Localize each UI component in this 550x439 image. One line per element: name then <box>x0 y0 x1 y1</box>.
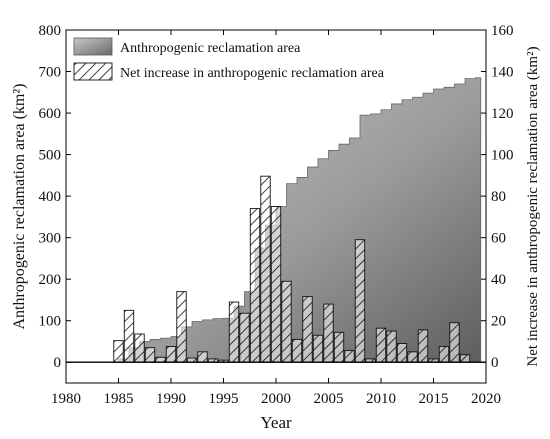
y-left-tick-label: 800 <box>39 23 62 39</box>
area-layer <box>108 77 482 363</box>
y-right-tick-label: 60 <box>491 231 506 247</box>
net-increase-bar <box>302 296 313 363</box>
net-increase-bar <box>197 351 208 363</box>
net-increase-bar <box>239 312 250 363</box>
net-increase-bar <box>333 331 345 363</box>
net-increase-bar <box>134 333 145 363</box>
y-right-tick-label: 160 <box>491 23 514 39</box>
net-increase-bar <box>165 346 177 363</box>
y-right-tick-label: 80 <box>491 189 506 205</box>
x-tick-label: 2000 <box>261 391 291 407</box>
axis-layer: 1980 1985 1990 1995 2000 2005 2010 2015 20200100… <box>11 23 541 432</box>
net-increase-bar <box>354 239 366 363</box>
net-increase-bar <box>417 329 429 363</box>
y-left-tick-label: 0 <box>54 355 62 371</box>
bar-layer <box>113 175 471 363</box>
reclamation-area-series <box>108 77 482 363</box>
net-increase-bar <box>144 347 156 363</box>
y-right-tick-label: 140 <box>491 65 514 81</box>
net-increase-bar <box>228 301 240 363</box>
net-increase-bar <box>155 356 166 363</box>
y-left-tick-label: 600 <box>39 106 62 122</box>
net-increase-bar <box>113 340 124 363</box>
net-increase-bar <box>449 322 460 363</box>
legend-area-label: Anthropogenic reclamation area <box>120 41 301 56</box>
y-right-tick-label: 100 <box>491 148 514 164</box>
net-increase-bar <box>323 303 334 363</box>
net-increase-bar <box>249 208 261 363</box>
legend-bar-swatch <box>73 62 113 81</box>
x-tick-label: 2010 <box>366 391 396 407</box>
y-right-tick-label: 20 <box>491 314 506 330</box>
y-right-tick-label: 0 <box>491 355 499 371</box>
x-axis-title: Year <box>260 413 292 432</box>
net-increase-bar <box>270 206 282 363</box>
net-increase-bar <box>386 330 397 363</box>
y-left-tick-label: 700 <box>39 65 62 81</box>
y-left-tick-label: 200 <box>39 272 62 288</box>
x-tick-label: 1995 <box>209 391 239 407</box>
y-left-tick-label: 300 <box>39 231 62 247</box>
net-increase-bar <box>176 291 187 363</box>
net-increase-bar <box>396 343 408 363</box>
net-increase-bar <box>123 309 135 363</box>
y-right-axis-title: Net increase in anthropogenic reclamatio… <box>525 46 541 366</box>
y-left-tick-label: 500 <box>39 148 62 164</box>
net-increase-bar <box>260 175 271 363</box>
net-increase-bar <box>438 346 450 363</box>
y-right-tick-label: 120 <box>491 106 514 122</box>
y-right-tick-label: 40 <box>491 272 506 288</box>
legend-bar-label: Net increase in anthropogenic reclamatio… <box>120 66 385 81</box>
net-increase-bar <box>312 334 324 363</box>
x-tick-label: 1980 <box>51 391 81 407</box>
x-tick-label: 1985 <box>104 391 134 407</box>
net-increase-bar <box>407 351 418 363</box>
x-tick-label: 2020 <box>471 391 501 407</box>
legend-area-swatch <box>73 37 113 56</box>
y-left-tick-label: 100 <box>39 314 62 330</box>
net-increase-bar <box>281 280 292 363</box>
y-left-tick-label: 400 <box>39 189 62 205</box>
legend: Anthropogenic reclamation area Net increa… <box>73 37 385 81</box>
x-tick-label: 1990 <box>156 391 186 407</box>
x-tick-label: 2015 <box>419 391 449 407</box>
net-increase-bar <box>344 350 355 363</box>
net-increase-bar <box>375 327 387 363</box>
y-left-axis-title: Anthropogenic reclamation area (km²) <box>11 83 28 329</box>
net-increase-bar <box>291 338 303 363</box>
net-increase-bar <box>459 354 471 363</box>
x-tick-label: 2005 <box>314 391 344 407</box>
